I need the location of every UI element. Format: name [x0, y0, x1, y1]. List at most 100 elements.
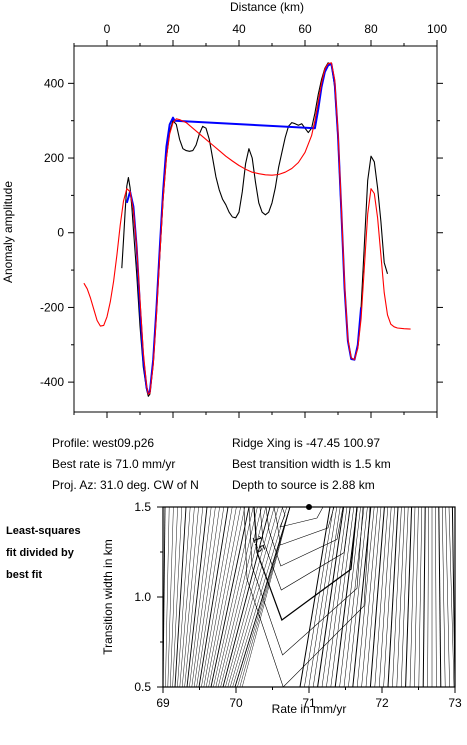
contour-line	[172, 506, 183, 688]
contour-line	[229, 506, 283, 688]
contour-line	[174, 506, 187, 688]
contour-line	[279, 506, 324, 528]
contour-line	[203, 506, 237, 688]
contour-line	[273, 506, 335, 546]
contour-line	[241, 506, 291, 688]
contour-y-axis-label: Transition width in km	[101, 539, 115, 655]
contour-line	[369, 506, 385, 688]
contour-line	[208, 506, 246, 688]
x-tick-label: 20	[166, 22, 180, 36]
contour-line	[198, 506, 229, 688]
contour-line	[308, 506, 338, 688]
contour-line	[441, 506, 446, 688]
contour-x-tick-label: 71	[302, 696, 316, 710]
contour-value-label: 1.5	[250, 534, 269, 555]
contour-line	[435, 506, 437, 688]
contour-line	[184, 506, 204, 688]
contour-line	[334, 506, 358, 688]
contour-line	[232, 506, 288, 688]
contour-x-tick-label: 70	[229, 696, 243, 710]
contour-line	[438, 506, 442, 688]
contour-line	[383, 506, 395, 688]
contour-line	[210, 506, 250, 688]
contour-line	[177, 506, 191, 688]
contour-line	[414, 506, 419, 688]
y-tick-label: 200	[44, 151, 64, 165]
info-block: Profile: west09.p26 Best rate is 71.0 mm…	[52, 436, 391, 492]
contour-line	[237, 506, 291, 688]
contour-lines	[162, 506, 456, 688]
axis-ticks	[68, 40, 443, 418]
contour-line	[169, 506, 178, 688]
contour-line	[396, 506, 406, 688]
contour-line	[365, 506, 382, 688]
x-axis-label: Distance (km)	[230, 0, 304, 14]
y-tick-labels: -400 -200 0 200 400	[40, 76, 64, 389]
contour-y-tick-label: 0.5	[134, 680, 151, 694]
best-rate-text: Best rate is 71.0 mm/yr	[52, 457, 175, 471]
contour-y-tick-label: 1.5	[134, 500, 151, 514]
contour-line	[189, 506, 212, 688]
contour-line	[387, 506, 399, 688]
y-tick-label: 0	[57, 226, 64, 240]
contour-line	[339, 506, 361, 688]
contour-line	[348, 506, 368, 688]
contour-line	[186, 506, 208, 688]
x-tick-label: 0	[104, 22, 111, 36]
y-tick-label: -400	[40, 375, 64, 389]
contour-line	[343, 506, 365, 688]
contour-line	[253, 506, 358, 621]
contour-line	[418, 506, 423, 688]
contour-line	[427, 506, 429, 688]
model-fit-blue-line	[125, 62, 363, 395]
contour-line	[317, 506, 345, 688]
side-note-line1: Least-squares	[6, 525, 81, 537]
contour-line	[304, 506, 334, 688]
plot-frame	[73, 45, 438, 413]
contour-line	[196, 506, 225, 688]
best-fit-point	[306, 504, 312, 510]
contour-line	[205, 506, 241, 688]
contour-line	[239, 506, 291, 688]
contour-axis-ticks	[157, 506, 456, 693]
ridge-xing-text: Ridge Xing is -47.45 100.97	[232, 436, 380, 450]
contour-x-axis-label: Rate in mm/yr	[272, 702, 347, 716]
contour-line	[445, 506, 450, 688]
series-lines	[83, 62, 411, 397]
contour-line	[225, 506, 275, 688]
contour-line	[312, 506, 341, 688]
y-tick-label: 400	[44, 76, 64, 90]
depth-text: Depth to source is 2.88 km	[232, 478, 375, 492]
best-transition-text: Best transition width is 1.5 km	[232, 457, 391, 471]
contour-line	[222, 506, 271, 688]
contour-y-tick-label: 1.0	[134, 590, 151, 604]
contour-line	[248, 506, 364, 656]
contour-x-tick-labels: 69 70 71 72 73	[156, 696, 462, 710]
contour-y-tick-labels: 0.5 1.0 1.5	[134, 500, 151, 694]
x-tick-label: 60	[298, 22, 312, 36]
contour-line	[220, 506, 267, 688]
side-note-line3: best fit	[6, 569, 42, 581]
side-note-line2: fit divided by	[6, 547, 75, 559]
contour-line	[321, 506, 348, 688]
x-tick-labels: 0 20 40 60 80 100	[104, 22, 448, 36]
contour-x-tick-label: 72	[375, 696, 389, 710]
contour-line	[259, 506, 351, 591]
contour-x-tick-label: 73	[448, 696, 462, 710]
x-tick-label: 80	[364, 22, 378, 36]
contour-chart: 69 70 71 72 73 0.5 1.0 1.5 Rate in mm/yr Trans…	[101, 500, 462, 716]
profile-text: Profile: west09.p26	[52, 436, 154, 450]
contour-line	[352, 506, 372, 688]
side-note: Least-squares fit divided by best fit	[6, 525, 81, 581]
contour-line	[215, 506, 258, 688]
contour-line	[193, 506, 220, 688]
contour-line	[165, 506, 170, 688]
contour-line	[422, 506, 426, 688]
contour-line	[191, 506, 216, 688]
contour-line	[409, 506, 416, 688]
y-tick-label: -200	[40, 300, 64, 314]
y-axis-label: Anomaly amplitude	[1, 181, 15, 283]
contour-line	[392, 506, 402, 688]
contour-x-tick-label: 69	[156, 696, 170, 710]
contour-line	[181, 506, 199, 688]
